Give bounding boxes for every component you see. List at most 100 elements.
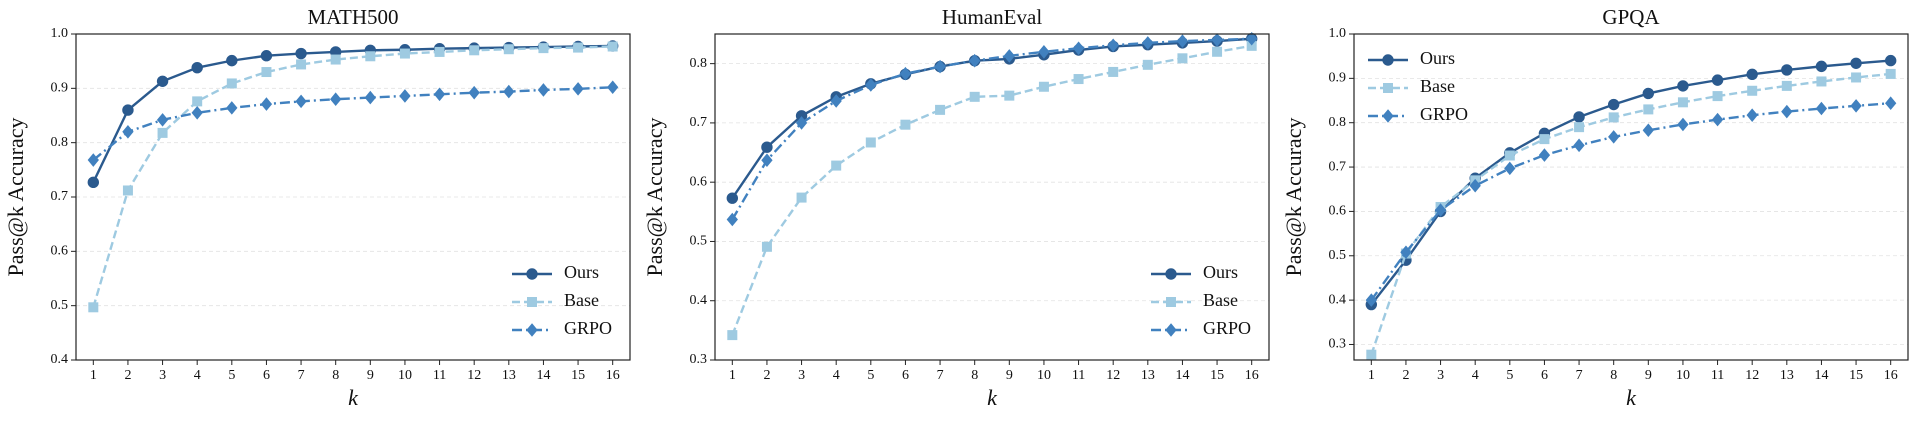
x-tick-label: 13 [1141,368,1155,383]
marker [969,53,981,68]
marker [1504,161,1516,176]
y-tick-label: 0.5 [690,234,708,249]
marker [295,47,307,60]
marker [865,137,876,148]
marker [1608,130,1620,144]
marker [1885,96,1897,110]
marker [573,42,584,53]
legend: Ours Base GRPO [512,262,612,338]
marker [503,44,514,55]
marker [1211,33,1223,47]
plot-frame [714,33,1270,361]
marker [261,67,272,78]
marker [122,125,134,139]
x-tick-label: 8 [971,368,978,383]
marker [796,192,807,203]
marker [226,78,237,89]
legend-label: Ours [1420,48,1455,68]
x-tick-label: 11 [433,368,446,383]
y-tick-label: 0.5 [1329,248,1347,263]
legend-label: GRPO [1420,104,1468,124]
x-tick-label: 13 [502,368,516,383]
marker [1642,123,1654,138]
marker [1539,134,1550,145]
legend-label: Ours [564,262,599,282]
y-tick-label: 0.8 [1329,115,1347,130]
y-tick-label: 0.5 [51,298,69,313]
x-tick-label: 15 [1210,368,1224,383]
marker [607,80,619,95]
x-tick-label: 16 [1245,368,1259,383]
marker [1176,34,1189,48]
x-tick-label: 9 [1645,368,1652,383]
x-axis-label: k [1626,385,1637,410]
x-tick-label: 9 [1006,368,1013,383]
marker [1746,108,1758,122]
marker [226,54,238,67]
marker [1850,57,1862,69]
y-tick-label: 0.4 [690,293,708,308]
marker [572,82,584,96]
marker [1108,66,1119,77]
x-tick-label: 12 [467,368,481,383]
marker [1573,138,1585,153]
marker [1711,74,1724,86]
x-tick-label: 8 [332,368,339,383]
marker [191,106,203,120]
marker [399,89,411,103]
subplot-title: MATH500 [307,5,398,29]
marker [1815,60,1828,73]
marker [1815,101,1828,116]
legend-label: Ours [1203,262,1238,282]
x-tick-label: 5 [867,368,874,383]
marker [1038,45,1050,59]
marker [1004,90,1015,101]
marker [1574,122,1585,133]
marker [1366,349,1377,360]
marker [330,92,342,106]
x-tick-label: 16 [606,368,620,383]
marker [761,141,773,153]
plot-frame [1353,33,1909,361]
x-tick-label: 7 [937,368,944,383]
x-tick-label: 8 [1610,368,1617,383]
x-tick-label: 12 [1106,368,1120,383]
x-tick-label: 16 [1884,368,1898,383]
series-line [92,44,613,183]
x-tick-label: 9 [367,368,374,383]
marker [1382,54,1394,66]
marker [1851,72,1862,83]
marker [1434,203,1447,217]
y-tick-label: 0.6 [690,174,708,189]
y-tick-label: 0.7 [51,189,69,204]
x-tick-label: 1 [729,368,736,383]
marker [526,323,538,337]
y-tick-label: 0.6 [51,244,69,259]
x-tick-label: 6 [263,368,270,383]
marker [503,84,515,99]
marker [433,87,446,102]
marker [260,50,273,62]
marker [364,90,376,105]
x-tick-label: 6 [1541,368,1548,383]
series-line [92,86,613,161]
marker [365,51,376,62]
x-axis-label: k [348,385,359,410]
marker [1677,80,1689,92]
marker [1165,268,1177,280]
marker [330,54,341,65]
y-axis-label: Pass@k Accuracy [1281,118,1306,277]
y-tick-label: 0.7 [1329,159,1347,174]
marker [1608,112,1619,123]
marker [538,43,549,54]
marker [469,45,480,56]
series-line [1370,72,1891,356]
marker [934,59,946,74]
x-tick-label: 10 [1676,368,1690,383]
x-tick-label: 1 [1368,368,1375,383]
marker [900,119,911,130]
marker [526,268,538,280]
y-axis-label: Pass@k Accuracy [3,118,28,277]
marker [1607,98,1620,111]
